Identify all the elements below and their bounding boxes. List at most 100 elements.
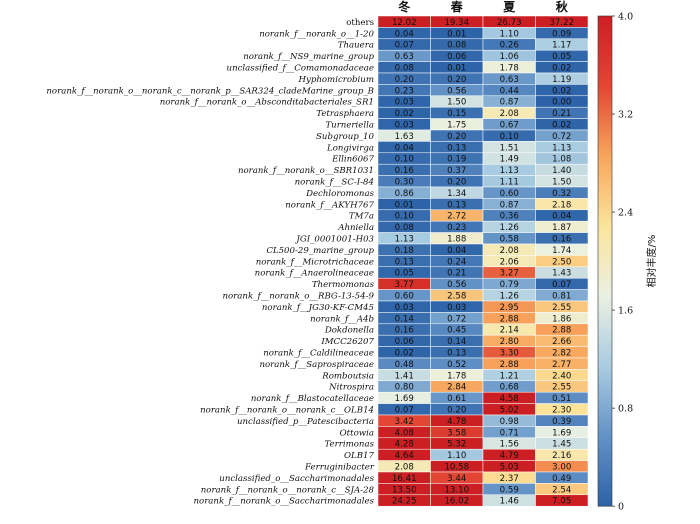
- cell-value-label: 4.58: [500, 394, 519, 404]
- cell-value-label: 4.64: [395, 451, 414, 461]
- row-label: Turneriella: [325, 121, 374, 131]
- cell-value-label: 0.13: [447, 349, 466, 359]
- cell-value-label: 3.27: [500, 269, 519, 279]
- cell-value-label: 1.40: [552, 166, 571, 176]
- row-label: norank_f__norank_o__SBR1031: [238, 166, 374, 176]
- cell-value-label: 2.88: [552, 326, 571, 336]
- row-label: Tetrasphaera: [316, 109, 374, 119]
- row-label: norank_f__norank_o__Absconditabacteriale…: [160, 98, 374, 108]
- cell-value-label: 2.88: [500, 314, 519, 324]
- cell-value-label: 16.02: [444, 497, 469, 507]
- cell-value-label: 1.49: [500, 155, 519, 165]
- row-label: norank_f__AKYH767: [285, 200, 374, 210]
- cell-value-label: 0.58: [500, 235, 519, 245]
- row-label: Nitrospira: [328, 383, 374, 393]
- cell-value-label: 2.82: [552, 349, 571, 359]
- row-label: norank_f__norank_o__1-20: [259, 29, 374, 39]
- cell-value-label: 1.63: [395, 132, 414, 142]
- cell-value-label: 0.03: [395, 303, 414, 313]
- cell-value-label: 0.20: [447, 75, 466, 85]
- row-label: Thauera: [338, 41, 374, 51]
- cell-value-label: 0.20: [447, 178, 466, 188]
- row-label: OLB17: [344, 451, 375, 461]
- row-label: unclassified_p__Patescibacteria: [237, 417, 374, 427]
- row-label: TM7a: [349, 212, 374, 222]
- cell-value-label: 2.18: [552, 200, 571, 210]
- cell-value-label: 1.10: [500, 29, 519, 39]
- row-label: norank_f__SC-I-84: [295, 178, 374, 188]
- colorbar-tick-label: 0.8: [618, 404, 633, 415]
- cell-value-label: 1.11: [500, 178, 519, 188]
- cell-value-label: 0.49: [552, 474, 571, 484]
- cell-value-label: 0.01: [447, 29, 466, 39]
- cell-value-label: 24.25: [392, 497, 417, 507]
- cell-value-label: 2.14: [500, 326, 519, 336]
- row-label: Hyphomicrobium: [298, 75, 375, 85]
- cell-value-label: 0.15: [447, 109, 466, 119]
- row-label: CL500-29_marine_group: [266, 246, 374, 256]
- cell-value-label: 1.13: [552, 143, 571, 153]
- cell-value-label: 3.00: [552, 463, 571, 473]
- cell-value-label: 2.08: [500, 246, 519, 256]
- cell-value-label: 0.21: [552, 109, 571, 119]
- column-header: 春: [450, 0, 464, 14]
- cell-value-label: 1.41: [395, 371, 414, 381]
- row-label: norank_f__norank_o__norank_c__norank_p__…: [46, 86, 374, 96]
- cell-value-label: 3.58: [447, 428, 466, 438]
- cell-value-label: 0.16: [552, 235, 571, 245]
- cell-value-label: 2.55: [552, 383, 571, 393]
- cell-value-label: 1.10: [447, 451, 466, 461]
- cell-value-label: 1.69: [552, 428, 571, 438]
- cell-value-label: 2.06: [500, 257, 519, 267]
- cell-value-label: 0.39: [552, 417, 571, 427]
- row-label: Dechloromonas: [305, 189, 375, 199]
- row-label: Thermomonas: [312, 280, 375, 290]
- cell-value-label: 1.43: [552, 269, 571, 279]
- cell-value-label: 0.23: [447, 223, 466, 233]
- cell-value-label: 19.34: [444, 18, 469, 28]
- cell-value-label: 2.16: [552, 451, 571, 461]
- cell-value-label: 0.04: [395, 29, 414, 39]
- cell-value-label: 1.26: [500, 223, 519, 233]
- cell-value-label: 5.03: [500, 463, 519, 473]
- heatmap-cells: 12.02 19.34 26.73 37.22 0.04 0.01 1.10 0.09 0.07…: [377, 15, 589, 507]
- cell-value-label: 2.88: [500, 360, 519, 370]
- cell-value-label: 0.07: [552, 280, 571, 290]
- heatmap-cell: [535, 494, 589, 507]
- row-labels: othersnorank_f__norank_o__1-20Thaueranor…: [46, 18, 375, 507]
- cell-value-label: 2.50: [552, 257, 571, 267]
- cell-value-label: 0.08: [395, 223, 414, 233]
- row-label: norank_f__Blastocatellaceae: [251, 394, 374, 404]
- cell-value-label: 0.10: [395, 155, 414, 165]
- cell-value-label: 0.56: [447, 86, 466, 96]
- row-label: JGI_0001001-H03: [294, 235, 374, 245]
- cell-value-label: 0.02: [395, 109, 414, 119]
- cell-value-label: 0.26: [500, 41, 519, 51]
- colorbar: 0 0.8 1.6 2.4 3.2 4.0 相对丰度/%: [597, 12, 658, 513]
- cell-value-label: 0.24: [447, 257, 466, 267]
- cell-value-label: 0.08: [395, 64, 414, 74]
- cell-value-label: 0.81: [552, 292, 571, 302]
- cell-value-label: 2.77: [552, 360, 571, 370]
- cell-value-label: 1.26: [500, 292, 519, 302]
- cell-value-label: 0.00: [552, 98, 571, 108]
- cell-value-label: 1.75: [447, 121, 466, 131]
- cell-value-label: 0.16: [395, 166, 414, 176]
- cell-value-label: 0.04: [395, 143, 414, 153]
- cell-value-label: 0.86: [395, 189, 414, 199]
- row-label: norank_f__NS9_marine_group: [243, 52, 374, 62]
- cell-value-label: 4.78: [447, 417, 466, 427]
- row-label: Ottowia: [340, 428, 374, 438]
- colorbar-tick-label: 0: [618, 502, 624, 513]
- cell-value-label: 0.71: [500, 428, 519, 438]
- cell-value-label: 3.77: [395, 280, 414, 290]
- cell-value-label: 0.04: [552, 212, 571, 222]
- cell-value-label: 1.19: [552, 75, 571, 85]
- cell-value-label: 1.69: [395, 394, 414, 404]
- cell-value-label: 4.79: [500, 451, 519, 461]
- column-header: 秋: [556, 0, 569, 14]
- row-label: unclassified_o__Saccharimonadales: [219, 474, 374, 484]
- cell-value-label: 0.79: [500, 280, 519, 290]
- cell-value-label: 1.08: [552, 155, 571, 165]
